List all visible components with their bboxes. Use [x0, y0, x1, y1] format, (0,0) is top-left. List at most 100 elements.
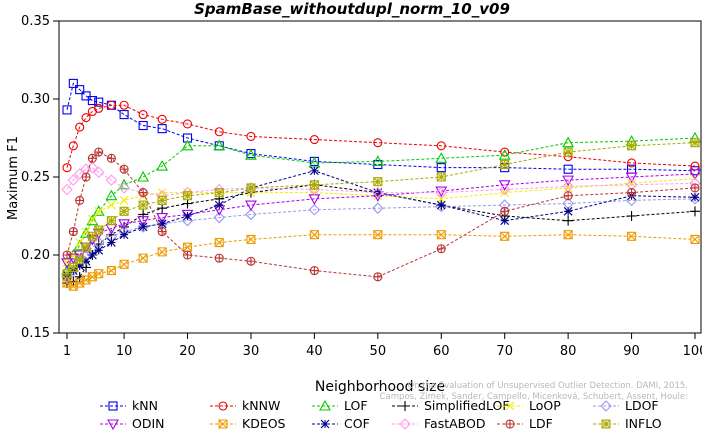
data-point-ldf [690, 183, 700, 193]
data-point-inflo [214, 188, 224, 198]
legend-item-kdeos: KDEOS [210, 416, 286, 431]
data-point-lof [86, 214, 99, 226]
data-point-knnw [75, 122, 85, 132]
data-point-ldf [373, 272, 383, 282]
data-point-ldf [68, 227, 78, 237]
data-point-inflo [182, 191, 193, 201]
legend-item-fastabod: FastABOD [392, 416, 486, 431]
series-line-simplifiedlof [66, 184, 696, 284]
data-point-odin [498, 180, 511, 191]
legend-item-simplifiedlof: SimplifiedLOF [392, 398, 510, 413]
y-tick-label: 0.15 [21, 326, 50, 341]
x-axis: 1 10 20 30 40 50 60 70 80 90 100 [63, 333, 702, 359]
legend-marker [505, 419, 515, 429]
data-point-kdeos [157, 247, 167, 257]
legend-marker [505, 401, 515, 411]
data-point-cof [87, 250, 97, 260]
legend-label: FastABOD [424, 416, 486, 431]
x-tick-label: 80 [560, 344, 577, 359]
data-point-odin [625, 172, 638, 184]
series-line-lof [66, 137, 696, 271]
data-point-ldf [87, 153, 97, 163]
data-point-inflo [563, 147, 573, 157]
data-point-cof [157, 219, 167, 229]
data-point-knnw [373, 138, 383, 148]
legend-label: LoOP [529, 398, 561, 413]
data-point-lof [498, 149, 511, 160]
data-point-fastabod [245, 182, 257, 194]
data-point-knnw [119, 100, 129, 110]
legend-label: LDF [529, 416, 553, 431]
data-point-fastabod [61, 183, 73, 196]
x-tick-label: 20 [179, 344, 196, 359]
data-point-inflo [62, 269, 72, 279]
data-point-kdeos [182, 242, 193, 252]
data-point-cof [75, 261, 85, 271]
y-axis: 0.15 0.20 0.25 0.30 0.35 [21, 14, 59, 341]
data-point-ldf [75, 195, 85, 205]
legend-label: SimplifiedLOF [424, 398, 510, 413]
x-tick-label: 1 [63, 344, 71, 359]
data-point-simplifiedlof [563, 215, 574, 226]
data-point-loop [436, 194, 446, 204]
data-point-inflo [246, 183, 256, 193]
legend-marker [320, 419, 330, 429]
legend-item-odin: ODIN [100, 416, 165, 431]
legend-item-knn: kNN [100, 398, 158, 413]
data-point-loop [119, 196, 129, 205]
data-point-cof [138, 222, 148, 232]
series-ldf [62, 147, 700, 282]
data-point-inflo [68, 262, 78, 273]
y-tick-label: 0.25 [21, 170, 50, 185]
legend-label: ODIN [132, 416, 165, 431]
data-point-odin [562, 175, 575, 187]
data-point-fastabod [67, 174, 80, 186]
data-point-lof [213, 139, 226, 151]
data-point-lof [105, 189, 118, 201]
legend-item-cof: COF [312, 416, 370, 431]
data-point-knnw [68, 141, 78, 151]
legend-item-loop: LoOP [497, 398, 561, 413]
data-point-lof [371, 155, 384, 166]
data-point-cof [563, 206, 573, 216]
legend-marker [399, 418, 411, 430]
legend-marker [218, 419, 228, 429]
legend-marker [400, 401, 410, 411]
data-point-odin [137, 216, 150, 227]
data-point-inflo [500, 159, 510, 170]
legend-marker [601, 419, 611, 429]
x-tick-label: 40 [306, 344, 323, 359]
data-point-cof [436, 200, 446, 210]
data-point-ldof [245, 208, 257, 221]
data-point-odin [118, 219, 131, 230]
data-point-ldf [157, 227, 167, 237]
data-point-inflo [106, 216, 116, 226]
data-point-ldf [563, 191, 573, 201]
data-point-kdeos [138, 253, 148, 263]
data-point-knn [119, 110, 129, 120]
data-point-ldf [62, 250, 72, 260]
data-point-knnw [214, 127, 224, 137]
data-point-knnw [309, 135, 319, 145]
data-point-lof [137, 170, 150, 182]
series-line-knn [66, 82, 696, 172]
data-point-kdeos [690, 234, 700, 244]
legend-label: INFLO [625, 416, 662, 431]
data-point-inflo [436, 172, 446, 182]
legend-item-ldf: LDF [497, 416, 553, 431]
data-point-knn [436, 163, 446, 173]
x-tick-label: 70 [496, 344, 513, 359]
series-line-ldof [66, 198, 696, 278]
watermark: On the Evaluation of Unsupervised Outlie… [380, 381, 688, 402]
data-point-kdeos [627, 231, 637, 241]
data-point-kdeos [436, 230, 446, 240]
data-point-knn [94, 97, 104, 107]
data-point-knn [182, 133, 193, 143]
data-point-lof [181, 139, 194, 151]
data-point-knn [81, 91, 91, 101]
series-line-knnw [66, 104, 696, 168]
data-point-fastabod [105, 174, 118, 186]
x-tick-label: 50 [370, 344, 387, 359]
data-point-cof [94, 245, 104, 255]
